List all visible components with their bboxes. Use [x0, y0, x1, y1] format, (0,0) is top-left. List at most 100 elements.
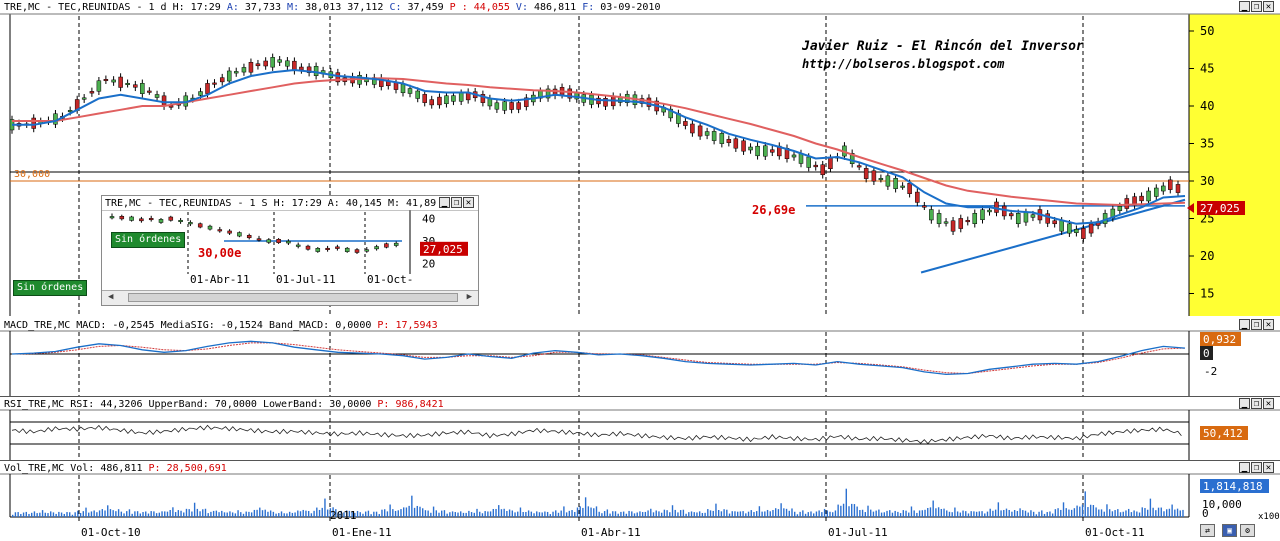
vol-header: Vol_TRE,MC Vol: 486,811 P: 28,500,691: [4, 462, 227, 475]
volume-bar: [354, 512, 356, 517]
macd-close-icon[interactable]: ✕: [1263, 319, 1274, 330]
volume-bar: [715, 503, 717, 517]
rsi-minimize-icon[interactable]: ▁: [1239, 398, 1250, 409]
close-icon[interactable]: ✕: [1263, 1, 1274, 12]
inset-y-tick-label: 40: [422, 213, 435, 226]
rsi-name: RSI_TRE,MC RSI:: [4, 399, 95, 410]
vol-close-icon[interactable]: ✕: [1263, 462, 1274, 473]
inset-minimize-icon[interactable]: ▁: [439, 197, 450, 208]
volume-bar: [1100, 509, 1103, 517]
volume-bar: [601, 513, 603, 517]
volume-bar: [1165, 509, 1168, 517]
vol-window-buttons: ▁ ❐ ✕: [1239, 462, 1274, 473]
inset-candle-body: [276, 238, 281, 244]
volume-bar: [44, 512, 46, 517]
volume-chart[interactable]: 10,0000 1,814,818 x100 01-Oct-10 01-Ene-11 01…: [0, 461, 1280, 541]
volume-bar: [264, 509, 266, 517]
volume-bar: [411, 495, 413, 517]
rsi-close-icon[interactable]: ✕: [1263, 398, 1274, 409]
zoom-icon[interactable]: ⇄: [1200, 524, 1215, 537]
series-media-larga: [12, 77, 1186, 207]
volume-bar: [283, 513, 285, 517]
c-label: C:: [389, 2, 402, 13]
inset-sin-ordenes-badge[interactable]: Sin órdenes: [111, 232, 186, 248]
minimize-icon[interactable]: ▁: [1239, 1, 1250, 12]
macd-restore-icon[interactable]: ❐: [1251, 319, 1262, 330]
vol-tag-bg: [1200, 479, 1269, 493]
candle-body: [965, 220, 971, 223]
save-icon[interactable]: ▣: [1222, 524, 1237, 537]
volume-bar: [1084, 491, 1086, 517]
volume-bar: [204, 508, 207, 517]
volume-bar: [576, 507, 579, 517]
volume-bar: [652, 512, 655, 517]
volume-bar: [378, 514, 380, 517]
inset-scrollbar[interactable]: ◀ ▶: [102, 290, 478, 305]
candle-body: [900, 185, 905, 188]
volume-bar: [117, 509, 120, 517]
volume-bar: [959, 512, 962, 517]
candle-body: [31, 117, 36, 129]
volume-bar: [875, 510, 877, 517]
candle-body: [748, 146, 753, 151]
volume-bar: [479, 511, 481, 517]
restore-icon[interactable]: ❐: [1251, 1, 1262, 12]
volume-bar: [720, 511, 723, 517]
volume-bar: [55, 513, 57, 517]
candle-body: [1015, 213, 1021, 224]
inset-restore-icon[interactable]: ❐: [451, 197, 462, 208]
volume-bar: [813, 513, 815, 517]
volume-bar: [565, 512, 568, 517]
macd-p-label: P:: [377, 320, 390, 331]
rsi-chart[interactable]: 50,412: [0, 397, 1280, 460]
sin-ordenes-badge[interactable]: Sin órdenes: [13, 280, 88, 296]
volume-bar: [916, 512, 918, 517]
volume-bar: [1155, 510, 1157, 517]
volume-bar: [620, 511, 622, 517]
scroll-left-icon[interactable]: ◀: [108, 292, 114, 302]
volume-bar: [212, 510, 215, 517]
volume-bar: [275, 513, 277, 517]
volume-bar: [101, 509, 104, 517]
a-value: 37,733: [244, 2, 282, 13]
inset-candle-body: [335, 246, 340, 249]
candle-body: [1074, 229, 1079, 233]
volume-bar: [967, 513, 970, 517]
inset-close-icon[interactable]: ✕: [463, 197, 474, 208]
volume-bar: [943, 508, 945, 517]
inset-candle-body: [295, 244, 301, 247]
rsi-restore-icon[interactable]: ❐: [1251, 398, 1262, 409]
candle-body: [53, 113, 58, 125]
volume-bar: [574, 511, 576, 517]
volume-bar: [641, 512, 644, 517]
candle-body: [422, 94, 427, 103]
volume-bar: [394, 510, 397, 517]
candle-body: [480, 94, 486, 103]
volume-bar: [579, 506, 581, 517]
volume-bar: [1046, 512, 1048, 517]
candle-body: [798, 153, 804, 164]
volume-bar: [978, 511, 981, 517]
macd-signal-line: [11, 342, 1186, 375]
scroll-thumb[interactable]: [128, 293, 458, 302]
volume-bar: [856, 506, 858, 517]
volume-bar: [506, 510, 508, 517]
scroll-right-icon[interactable]: ▶: [466, 292, 472, 302]
price-panel: TRE,MC - TEC,REUNIDAS - 1 d H: 17:29 A: …: [0, 0, 1280, 319]
settings-icon[interactable]: ⚙: [1240, 524, 1255, 537]
volume-bar: [761, 511, 763, 517]
macd-minimize-icon[interactable]: ▁: [1239, 319, 1250, 330]
macd-line: [11, 340, 1186, 376]
volume-bar: [307, 510, 310, 517]
candle-body: [524, 97, 529, 107]
candle-body: [828, 158, 833, 169]
volume-bar: [164, 511, 166, 517]
volume-bar: [364, 511, 367, 517]
inset-candle-body: [129, 216, 134, 221]
vol-minimize-icon[interactable]: ▁: [1239, 462, 1250, 473]
vol-restore-icon[interactable]: ❐: [1251, 462, 1262, 473]
inset-weekly-window[interactable]: TRE,MC - TEC,REUNIDAS - 1 S H: 17:29 A: …: [101, 195, 479, 306]
